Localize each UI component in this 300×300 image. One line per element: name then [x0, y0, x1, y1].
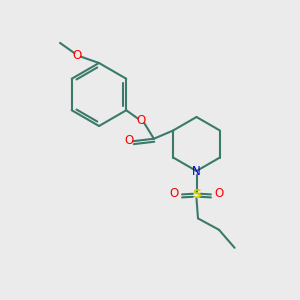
Text: O: O — [73, 49, 82, 62]
Text: O: O — [170, 187, 179, 200]
Text: S: S — [192, 188, 201, 202]
Text: O: O — [214, 187, 223, 200]
Text: O: O — [137, 114, 146, 127]
Text: O: O — [125, 134, 134, 147]
Text: N: N — [192, 165, 201, 178]
